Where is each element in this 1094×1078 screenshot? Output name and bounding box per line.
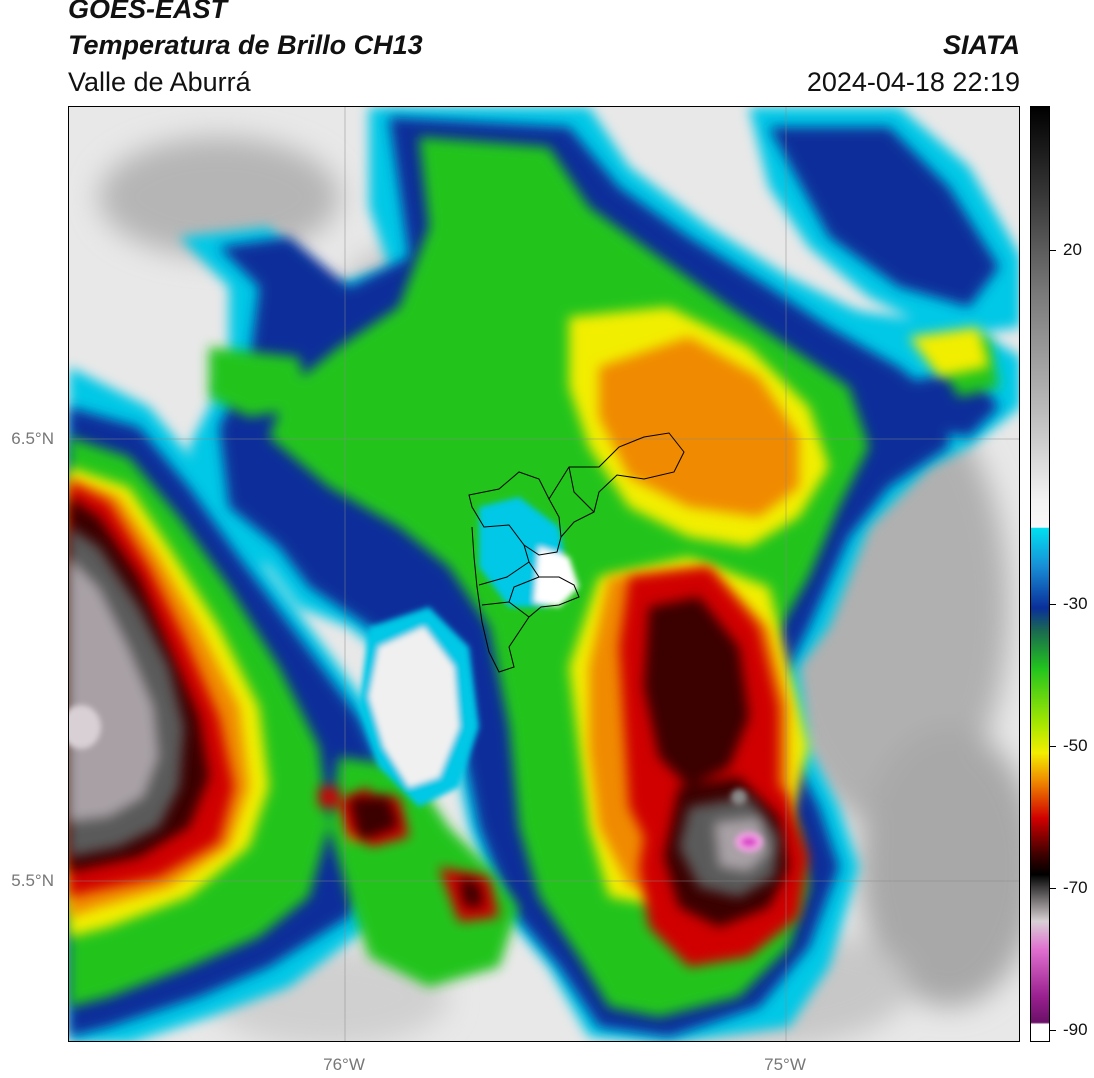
organization-label: SIATA	[943, 30, 1020, 60]
colorbar-tick-minus30	[1050, 604, 1056, 605]
colorbar-label-20: 20	[1063, 240, 1082, 259]
timestamp-label: 2024-04-18 22:19	[806, 67, 1020, 97]
colorbar-tick-minus50	[1050, 746, 1056, 747]
lat-label-6-5n: 6.5°N	[11, 429, 54, 448]
colorbar-gradient	[1031, 107, 1049, 1041]
colorbar-tick-minus90	[1050, 1030, 1056, 1031]
map-title-product: Temperatura de Brillo CH13	[68, 30, 423, 60]
temperature-colorbar	[1030, 106, 1050, 1042]
clear-gap-center	[359, 497, 579, 807]
lon-label-76w: 76°W	[323, 1055, 365, 1074]
coldest-core	[69, 705, 763, 852]
colorbar-label-minus30: -30	[1063, 594, 1088, 613]
colorbar-tick-minus70	[1050, 888, 1056, 889]
lon-label-75w: 75°W	[764, 1055, 806, 1074]
map-title-region: Valle de Aburrá	[68, 67, 251, 97]
colorbar-label-minus70: -70	[1063, 878, 1088, 897]
colorbar-tick-20	[1050, 250, 1056, 251]
brightness-temperature-field	[69, 107, 1019, 1041]
lat-label-5-5n: 5.5°N	[11, 871, 54, 890]
satellite-map	[68, 106, 1020, 1042]
colorbar-label-minus90: -90	[1063, 1020, 1088, 1039]
map-title-satellite: GOES-EAST	[68, 0, 228, 24]
municipal-boundaries	[468, 432, 685, 673]
colorbar-label-minus50: -50	[1063, 736, 1088, 755]
